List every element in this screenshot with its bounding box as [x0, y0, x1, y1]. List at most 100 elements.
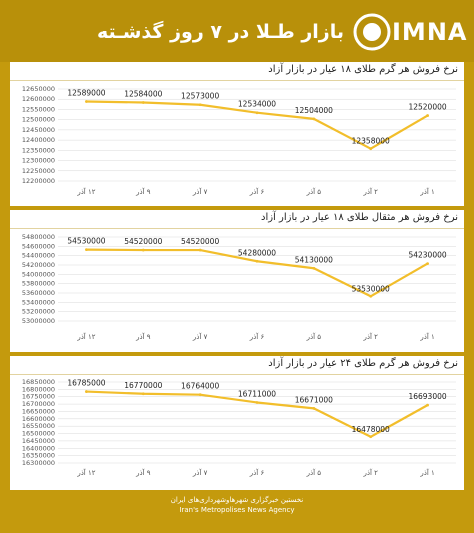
y-tick-label: 16450000 — [22, 437, 55, 445]
x-tick-label: ۶ آذر — [249, 332, 265, 341]
y-tick-label: 16300000 — [22, 459, 55, 467]
data-label: 16693000 — [408, 392, 446, 401]
y-tick-label: 12550000 — [22, 105, 55, 113]
data-point — [426, 262, 429, 265]
imna-logo: IMNA — [352, 12, 466, 52]
x-tick-label: ۱ آذر — [419, 187, 434, 196]
y-tick-label: 54400000 — [22, 252, 55, 260]
data-label: 54520000 — [124, 237, 162, 246]
data-point — [85, 390, 88, 393]
data-point — [198, 393, 202, 397]
x-tick-label: ۱۲ آذر — [76, 187, 95, 196]
panel-header: نرخ فروش هر مثقال طلای ۱۸ عیار در بازار … — [10, 210, 464, 229]
x-tick-label: ۹ آذر — [135, 332, 151, 341]
footer-english-tagline: Iran's Metropolises News Agency — [179, 506, 295, 514]
chart-panel-gram-18k: نرخ فروش هر گرم طلای ۱۸ عیار در بازار آز… — [10, 62, 464, 206]
y-tick-label: 12350000 — [22, 146, 55, 154]
y-tick-label: 53200000 — [22, 308, 55, 316]
y-tick-label: 16800000 — [22, 385, 55, 393]
data-label: 16785000 — [67, 379, 105, 388]
data-label: 12520000 — [408, 103, 446, 112]
y-tick-label: 16550000 — [22, 422, 55, 430]
logo-text: IMNA — [392, 18, 468, 46]
x-tick-label: ۱۲ آذر — [76, 332, 95, 341]
y-tick-label: 12300000 — [22, 157, 55, 165]
y-tick-label: 16750000 — [22, 393, 55, 401]
y-tick-label: 16650000 — [22, 407, 55, 415]
y-tick-label: 53600000 — [22, 289, 55, 297]
y-tick-label: 54800000 — [22, 233, 55, 241]
line-chart-gram-24k: 1685000016800000167500001670000016650000… — [22, 378, 456, 477]
x-tick-label: ۱ آذر — [419, 468, 434, 477]
x-tick-label: ۶ آذر — [249, 468, 265, 477]
data-point — [369, 435, 373, 439]
header-bar: بازار طـلا در ۷ روز گذشـته IMNA — [0, 0, 474, 62]
data-point — [312, 266, 316, 270]
footer: نخستین خبرگزاری شهرها‌و‌شهرداری‌های ایرا… — [0, 493, 474, 523]
y-tick-label: 12450000 — [22, 126, 55, 134]
x-tick-label: ۹ آذر — [135, 187, 151, 196]
data-point — [369, 147, 373, 151]
data-label: 16478000 — [352, 425, 390, 434]
y-tick-label: 53800000 — [22, 280, 55, 288]
y-tick-label: 12400000 — [22, 136, 55, 144]
x-tick-label: ۵ آذر — [306, 187, 322, 196]
chart-title: نرخ فروش هر مثقال طلای ۱۸ عیار در بازار … — [261, 212, 458, 223]
data-label: 12504000 — [295, 106, 333, 115]
y-tick-label: 12200000 — [22, 177, 55, 185]
x-tick-label: ۹ آذر — [135, 468, 151, 477]
line-chart-gram-18k: 12650000 12600000 12550000 12500000 12450000… — [22, 85, 456, 196]
data-point — [426, 403, 429, 407]
data-point — [141, 392, 145, 396]
y-tick-label: 12250000 — [22, 167, 55, 175]
y-tick-label: 12500000 — [22, 116, 55, 124]
chart-title: نرخ فروش هر گرم طلای ۱۸ عیار در بازار آز… — [268, 64, 458, 75]
y-tick-label: 54600000 — [22, 242, 55, 250]
panel-header: نرخ فروش هر گرم طلای ۲۴ عیار در بازار آز… — [10, 356, 464, 375]
data-point — [255, 111, 259, 115]
data-label: 16764000 — [181, 382, 219, 391]
x-tick-label: ۱۲ آذر — [76, 468, 95, 477]
chart-panel-mesghal-18k: نرخ فروش هر مثقال طلای ۱۸ عیار در بازار … — [10, 210, 464, 352]
x-tick-label: ۲ آذر — [362, 468, 378, 477]
y-tick-label: 16500000 — [22, 430, 55, 438]
data-point — [198, 103, 202, 107]
data-label: 16711000 — [238, 389, 276, 398]
data-label: 12358000 — [352, 137, 390, 146]
data-point — [369, 294, 373, 298]
y-tick-label: 12650000 — [22, 85, 55, 93]
footer-persian-tagline: نخستین خبرگزاری شهرها‌و‌شهرداری‌های ایرا… — [170, 496, 304, 504]
data-point — [426, 114, 429, 117]
data-label: 16671000 — [295, 395, 333, 404]
data-label: 54520000 — [181, 237, 219, 246]
data-point — [255, 259, 259, 263]
data-point — [312, 406, 316, 410]
y-tick-label: 16850000 — [22, 378, 55, 386]
logo-mark-icon — [353, 13, 391, 51]
y-tick-label: 53400000 — [22, 298, 55, 306]
data-point — [141, 248, 145, 252]
x-tick-label: ۲ آذر — [362, 332, 378, 341]
x-tick-label: ۲ آذر — [362, 187, 378, 196]
data-label: 12589000 — [67, 88, 105, 97]
x-tick-label: ۷ آذر — [192, 468, 208, 477]
panel-header: نرخ فروش هر گرم طلای ۱۸ عیار در بازار آز… — [10, 62, 464, 81]
data-point — [198, 248, 202, 252]
chart-panel-gram-24k: نرخ فروش هر گرم طلای ۲۴ عیار در بازار آز… — [10, 356, 464, 490]
chart-title: نرخ فروش هر گرم طلای ۲۴ عیار در بازار آز… — [268, 358, 458, 369]
data-point — [312, 117, 316, 121]
data-label: 16770000 — [124, 381, 162, 390]
data-point — [141, 101, 145, 104]
data-point — [255, 401, 259, 404]
data-label: 53530000 — [352, 284, 390, 293]
data-label: 12584000 — [124, 89, 162, 98]
y-tick-label: 16400000 — [22, 444, 55, 452]
y-tick-label: 53000000 — [22, 317, 55, 325]
data-point — [85, 100, 88, 103]
page-title: بازار طـلا در ۷ روز گذشـته — [96, 21, 344, 43]
x-tick-label: ۵ آذر — [306, 468, 322, 477]
data-label: 12534000 — [238, 100, 276, 109]
y-tick-label: 16700000 — [22, 400, 55, 408]
y-tick-label: 12600000 — [22, 95, 55, 103]
